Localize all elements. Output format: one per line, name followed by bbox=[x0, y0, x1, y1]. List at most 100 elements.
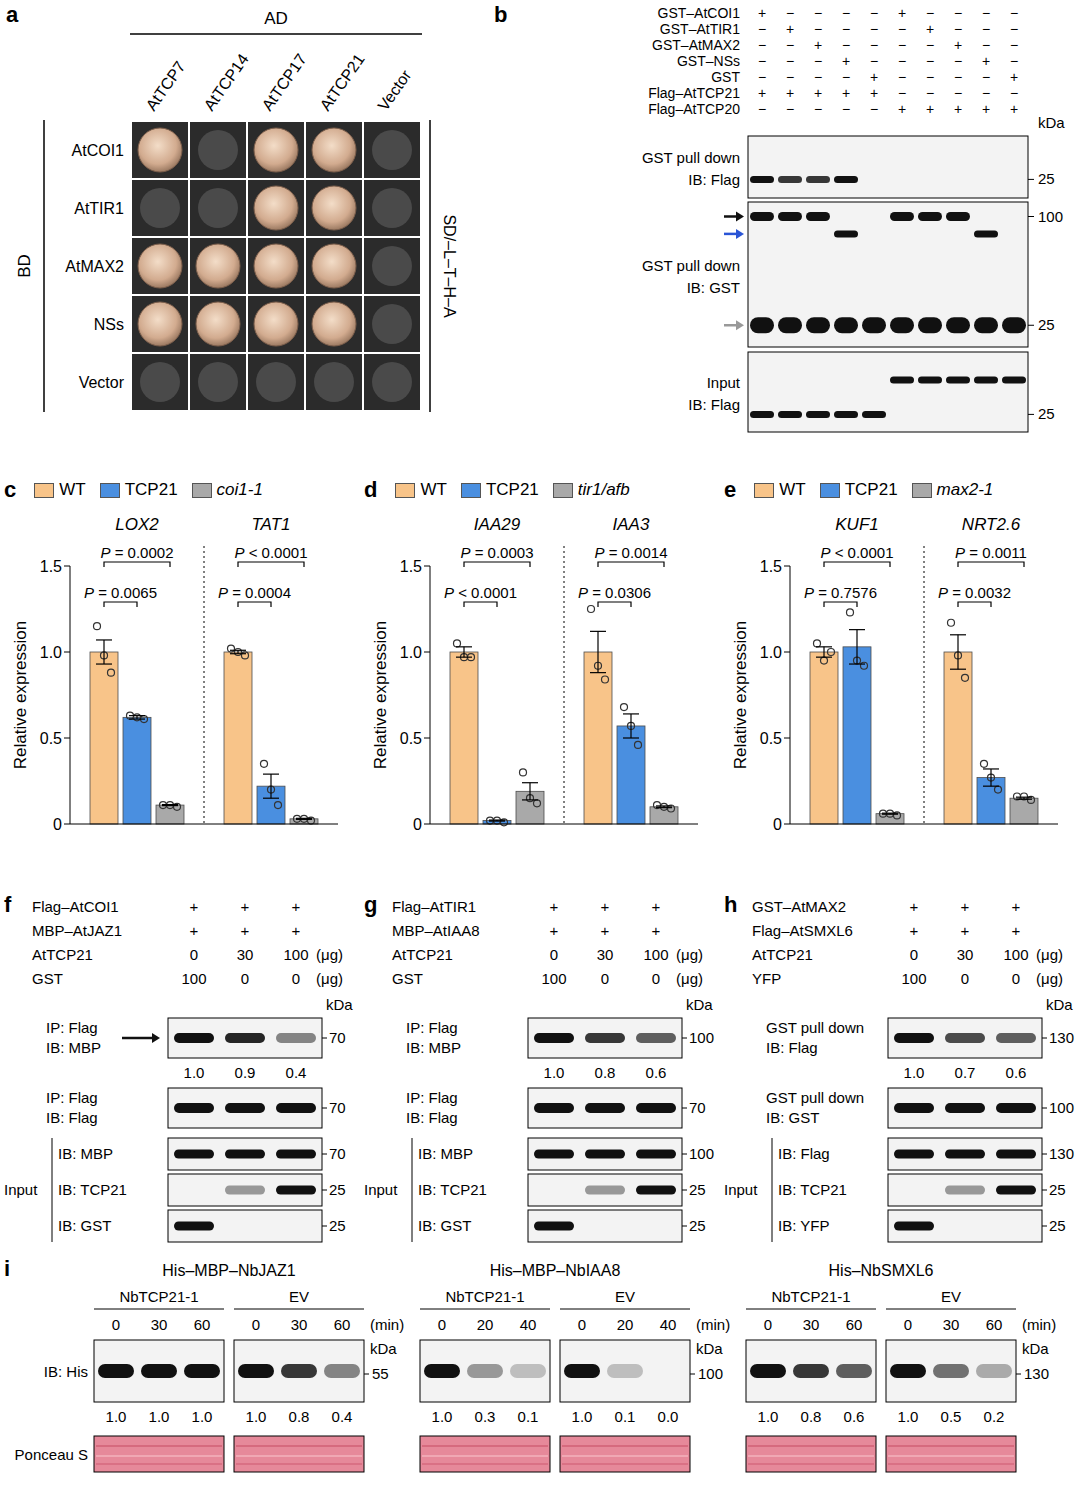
svg-text:(μg): (μg) bbox=[316, 970, 343, 987]
svg-text:Flag–AtTCP21: Flag–AtTCP21 bbox=[648, 85, 740, 101]
svg-text:130: 130 bbox=[1049, 1145, 1074, 1162]
svg-text:−: − bbox=[842, 37, 850, 53]
svg-text:−: − bbox=[786, 37, 794, 53]
svg-text:−: − bbox=[1010, 85, 1018, 101]
svg-text:−: − bbox=[786, 69, 794, 85]
svg-text:0.6: 0.6 bbox=[1006, 1064, 1027, 1081]
svg-text:+: + bbox=[190, 922, 199, 939]
svg-text:(min): (min) bbox=[1022, 1316, 1056, 1333]
svg-text:(μg): (μg) bbox=[316, 946, 343, 963]
svg-text:70: 70 bbox=[329, 1029, 346, 1046]
svg-text:−: − bbox=[954, 69, 962, 85]
svg-text:−: − bbox=[898, 53, 906, 69]
svg-text:25: 25 bbox=[689, 1217, 706, 1234]
svg-text:0.4: 0.4 bbox=[332, 1408, 353, 1425]
svg-text:0: 0 bbox=[53, 816, 62, 833]
svg-text:−: − bbox=[758, 69, 766, 85]
svg-text:GST–NSs: GST–NSs bbox=[677, 53, 740, 69]
svg-text:−: − bbox=[842, 5, 850, 21]
svg-text:−: − bbox=[758, 37, 766, 53]
svg-text:1.0: 1.0 bbox=[760, 644, 782, 661]
svg-text:IAA3: IAA3 bbox=[613, 515, 650, 534]
svg-text:YFP: YFP bbox=[752, 970, 781, 987]
svg-text:P = 0.0003: P = 0.0003 bbox=[461, 544, 534, 561]
svg-text:Flag–AtSMXL6: Flag–AtSMXL6 bbox=[752, 922, 853, 939]
svg-text:P < 0.0001: P < 0.0001 bbox=[444, 584, 517, 601]
svg-text:−: − bbox=[926, 5, 934, 21]
svg-text:100: 100 bbox=[541, 970, 566, 987]
svg-text:60: 60 bbox=[986, 1316, 1003, 1333]
svg-text:0: 0 bbox=[904, 1316, 912, 1333]
svg-text:−: − bbox=[814, 101, 822, 117]
svg-text:−: − bbox=[1010, 21, 1018, 37]
svg-text:P = 0.0004: P = 0.0004 bbox=[218, 584, 291, 601]
svg-text:1.0: 1.0 bbox=[184, 1064, 205, 1081]
svg-text:+: + bbox=[1010, 101, 1018, 117]
svg-text:NbTCP21-1: NbTCP21-1 bbox=[771, 1288, 850, 1305]
svg-text:0: 0 bbox=[252, 1316, 260, 1333]
svg-text:−: − bbox=[870, 101, 878, 117]
svg-text:+: + bbox=[652, 922, 661, 939]
svg-text:AtTCP17: AtTCP17 bbox=[259, 51, 310, 114]
svg-text:Vector: Vector bbox=[375, 66, 415, 113]
svg-text:−: − bbox=[1010, 53, 1018, 69]
svg-text:−: − bbox=[982, 85, 990, 101]
svg-text:130: 130 bbox=[1024, 1365, 1049, 1382]
svg-text:25: 25 bbox=[329, 1181, 346, 1198]
svg-text:70: 70 bbox=[329, 1145, 346, 1162]
svg-text:AtTCP21: AtTCP21 bbox=[392, 946, 453, 963]
svg-text:AtTCP21: AtTCP21 bbox=[317, 51, 368, 114]
svg-text:0.5: 0.5 bbox=[400, 730, 422, 747]
svg-text:IB: GST: IB: GST bbox=[687, 279, 740, 296]
svg-text:30: 30 bbox=[291, 1316, 308, 1333]
svg-text:IB: YFP: IB: YFP bbox=[778, 1217, 829, 1234]
svg-text:100: 100 bbox=[283, 946, 308, 963]
svg-text:P = 0.0011: P = 0.0011 bbox=[955, 544, 1027, 561]
svg-text:25: 25 bbox=[1049, 1217, 1066, 1234]
svg-text:−: − bbox=[926, 69, 934, 85]
svg-text:−: − bbox=[982, 5, 990, 21]
svg-text:100: 100 bbox=[1038, 208, 1063, 225]
svg-text:1.5: 1.5 bbox=[400, 558, 422, 575]
svg-text:1.0: 1.0 bbox=[898, 1408, 919, 1425]
svg-text:60: 60 bbox=[334, 1316, 351, 1333]
svg-text:−: − bbox=[1010, 5, 1018, 21]
svg-text:+: + bbox=[910, 898, 919, 915]
svg-text:0.5: 0.5 bbox=[941, 1408, 962, 1425]
svg-text:AtMAX2: AtMAX2 bbox=[65, 258, 124, 275]
svg-text:+: + bbox=[870, 85, 878, 101]
svg-text:−: − bbox=[870, 37, 878, 53]
svg-text:+: + bbox=[870, 69, 878, 85]
svg-text:P = 0.7576: P = 0.7576 bbox=[804, 584, 877, 601]
svg-text:Input: Input bbox=[4, 1181, 38, 1198]
svg-text:0.8: 0.8 bbox=[801, 1408, 822, 1425]
svg-text:AtTIR1: AtTIR1 bbox=[74, 200, 124, 217]
svg-text:−: − bbox=[982, 69, 990, 85]
svg-text:0: 0 bbox=[910, 946, 918, 963]
svg-text:0: 0 bbox=[550, 946, 558, 963]
svg-text:0.1: 0.1 bbox=[518, 1408, 539, 1425]
svg-text:+: + bbox=[898, 101, 906, 117]
svg-text:−: − bbox=[954, 5, 962, 21]
svg-text:0: 0 bbox=[190, 946, 198, 963]
svg-text:0.3: 0.3 bbox=[475, 1408, 496, 1425]
svg-text:i: i bbox=[4, 1256, 10, 1281]
svg-text:1.5: 1.5 bbox=[760, 558, 782, 575]
svg-text:130: 130 bbox=[1049, 1029, 1074, 1046]
svg-text:Vector: Vector bbox=[79, 374, 125, 391]
svg-text:0: 0 bbox=[601, 970, 609, 987]
svg-text:GST: GST bbox=[711, 69, 740, 85]
svg-text:+: + bbox=[898, 5, 906, 21]
svg-text:h: h bbox=[724, 892, 737, 917]
svg-text:IB: MBP: IB: MBP bbox=[418, 1145, 473, 1162]
svg-text:P = 0.0032: P = 0.0032 bbox=[938, 584, 1011, 601]
svg-text:0.2: 0.2 bbox=[984, 1408, 1005, 1425]
svg-text:−: − bbox=[842, 21, 850, 37]
svg-text:His–MBP–NbJAZ1: His–MBP–NbJAZ1 bbox=[162, 1262, 295, 1279]
svg-text:+: + bbox=[292, 922, 301, 939]
svg-text:0.8: 0.8 bbox=[289, 1408, 310, 1425]
svg-text:−: − bbox=[982, 37, 990, 53]
svg-text:+: + bbox=[190, 898, 199, 915]
svg-text:KUF1: KUF1 bbox=[835, 515, 878, 534]
svg-text:IP: Flag: IP: Flag bbox=[46, 1089, 98, 1106]
